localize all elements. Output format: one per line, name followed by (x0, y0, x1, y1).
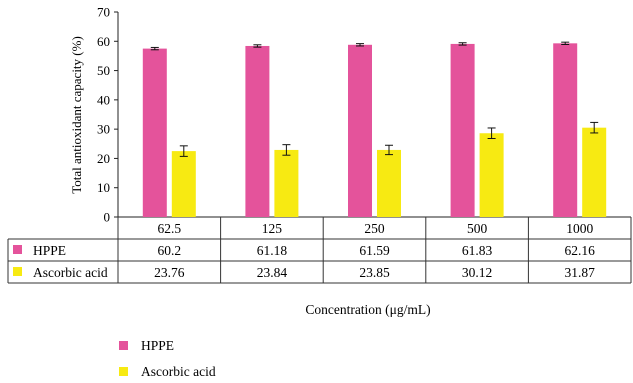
y-tick-label: 40 (97, 92, 110, 107)
error-bar (356, 43, 364, 47)
bar-ascorbic-acid (274, 149, 299, 217)
data-label: 31.87 (565, 265, 596, 280)
error-bar (590, 121, 599, 134)
category-label: 125 (262, 221, 283, 236)
error-bar (385, 144, 393, 156)
data-table: 62.5 125 250 500 1000 HPPE 60.2 61.18 61.59 61.83… (7, 217, 632, 284)
bar-hppe (142, 48, 167, 217)
category-label: 1000 (566, 221, 593, 236)
bar-hppe (348, 44, 372, 217)
bar-hppe (245, 45, 270, 217)
error-bar (253, 44, 262, 48)
data-label: 23.84 (257, 265, 288, 280)
bar-hppe (553, 43, 578, 218)
y-tick-label: 60 (97, 34, 110, 49)
bar-ascorbic-acid (377, 149, 401, 217)
legend-swatch (119, 367, 128, 376)
legend-label: Ascorbic acid (141, 364, 216, 379)
y-tick-label: 0 (104, 210, 111, 225)
y-tick-label: 20 (97, 151, 110, 166)
bar-hppe (450, 43, 475, 217)
legend: HPPE Ascorbic acid (119, 338, 216, 379)
y-axis: 0 10 20 30 40 50 60 70 (97, 5, 631, 225)
bars (142, 41, 607, 218)
y-tick-label: 30 (97, 122, 110, 137)
data-label: 61.18 (257, 243, 288, 258)
legend-label: HPPE (141, 338, 174, 353)
data-label: 62.16 (565, 243, 596, 258)
y-tick-label: 10 (97, 180, 110, 195)
error-bar (150, 46, 159, 51)
y-axis-label: Total antioxidant capacity (%) (69, 36, 84, 194)
data-label: 60.2 (157, 243, 181, 258)
bar-ascorbic-acid (171, 151, 196, 217)
data-label: 23.76 (154, 265, 185, 280)
data-label: 61.59 (359, 243, 390, 258)
category-label: 250 (364, 221, 385, 236)
y-tick-label: 50 (97, 63, 110, 78)
error-bar (282, 144, 291, 156)
row-header: Ascorbic acid (33, 265, 108, 280)
x-axis-label: Concentration (μg/mL) (305, 302, 430, 317)
y-tick-label: 70 (97, 5, 110, 20)
legend-swatch (119, 341, 128, 350)
error-bar (179, 145, 188, 157)
bar-ascorbic-acid (479, 133, 504, 217)
error-bar (561, 41, 570, 46)
category-label: 62.5 (157, 221, 181, 236)
error-bar (458, 42, 467, 46)
data-label: 61.83 (462, 243, 493, 258)
row-header: HPPE (33, 243, 66, 258)
data-label: 30.12 (462, 265, 492, 280)
error-bar (487, 127, 496, 140)
bar-ascorbic-acid (582, 127, 607, 217)
legend-key-swatch (13, 267, 22, 276)
data-label: 23.85 (359, 265, 390, 280)
category-label: 500 (467, 221, 488, 236)
legend-key-swatch (13, 245, 22, 254)
